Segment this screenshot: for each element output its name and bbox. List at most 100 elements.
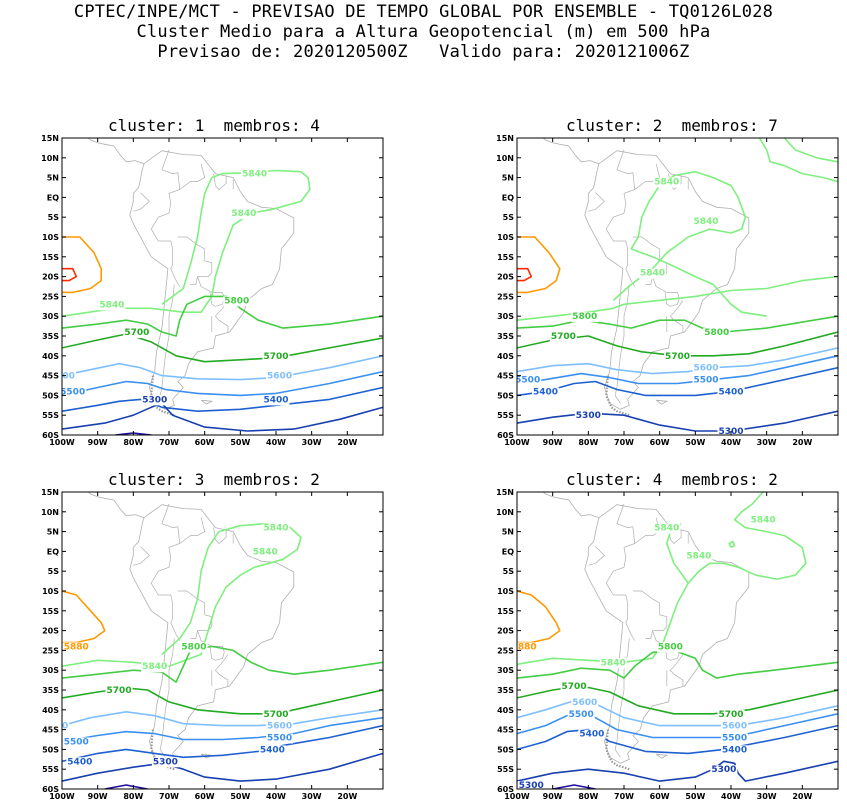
header: CPTEC/INPE/MCT - PREVISAO DE TEMPO GLOBA… <box>0 2 847 62</box>
lat-tick-label: 45S <box>42 372 59 381</box>
chile-fjords <box>605 729 630 771</box>
island-outline <box>176 124 185 125</box>
contour-line <box>62 333 383 363</box>
island-outline <box>655 753 669 759</box>
country-border <box>133 546 150 566</box>
country-border <box>625 622 635 641</box>
country-border <box>197 276 225 307</box>
country-border <box>588 192 605 212</box>
panel-title: cluster: 2 membros: 7 <box>566 116 778 135</box>
coastline-central-america <box>542 492 600 519</box>
lat-tick-label: 20S <box>497 273 514 282</box>
island-outline <box>631 478 640 479</box>
lon-tick-label: 40W <box>721 438 741 447</box>
coastline-central-america <box>576 492 578 493</box>
contour-label: 5800 <box>704 328 729 338</box>
lat-tick-label: 40S <box>497 352 514 361</box>
contour-label: 5800 <box>224 296 249 306</box>
contour-label: 5840 <box>253 547 278 557</box>
coastline-central-america <box>542 138 600 165</box>
lat-tick-label: 10S <box>497 587 514 596</box>
contour-label: 5840 <box>751 516 776 526</box>
lon-tick-label: 80W <box>578 792 598 801</box>
contour-map: 5840 5840 5840 5800 5800 5700 5700 5600 5500 5500… <box>496 124 839 447</box>
lat-tick-label: 5S <box>503 567 515 576</box>
contour-label: 5300 <box>711 765 736 775</box>
lat-tick-label: 50S <box>497 391 514 400</box>
island-outline <box>655 399 669 405</box>
contour-label: 5840 <box>242 170 267 180</box>
lat-tick-label: 5N <box>47 174 59 183</box>
contour-label: 5500 <box>694 376 719 386</box>
country-border <box>213 527 227 544</box>
contour-label: 5840 <box>601 658 626 668</box>
lat-tick-label: 60S <box>497 431 514 440</box>
lon-tick-label: 90W <box>88 438 108 447</box>
country-border <box>170 268 180 287</box>
country-border <box>605 149 636 269</box>
country-border <box>669 654 684 686</box>
country-border <box>214 654 229 686</box>
lat-tick-label: 60S <box>42 785 59 794</box>
lat-tick-label: 15S <box>42 607 59 616</box>
contour-line <box>517 267 533 282</box>
contour-line <box>517 366 838 397</box>
contour-map: 5840 5840 5840 5800 5700 5700 600 5600 5500 5400 5… <box>41 124 384 447</box>
lat-tick-label: 40S <box>497 706 514 715</box>
lat-tick-label: 10N <box>41 154 59 163</box>
contour-label: 5300 <box>576 411 601 421</box>
contour-line <box>161 177 213 305</box>
lat-tick-label: 55S <box>42 411 59 420</box>
chile-fjords <box>605 375 630 417</box>
contour-label: 5600 <box>722 722 747 732</box>
country-border <box>625 268 635 287</box>
lon-tick-label: 80W <box>123 438 143 447</box>
country-border <box>133 192 150 212</box>
contour-line <box>62 402 383 432</box>
contour-label: 5500 <box>722 734 747 744</box>
lon-tick-label: 20W <box>337 438 357 447</box>
lon-tick-label: 70W <box>159 438 179 447</box>
contour-line <box>612 170 747 301</box>
contour-label: 5400 <box>67 757 92 767</box>
lat-tick-label: 35S <box>497 686 514 695</box>
lat-tick-label: 50S <box>42 745 59 754</box>
chile-fjords <box>150 729 175 771</box>
country-border <box>213 173 227 190</box>
contour-line <box>62 236 102 294</box>
lat-tick-label: 50S <box>497 745 514 754</box>
contour-label: 5500 <box>60 387 85 397</box>
contour-label: 5800 <box>181 642 206 652</box>
contour-line <box>517 649 838 679</box>
lon-tick-label: 40W <box>721 792 741 801</box>
lon-tick-label: 100W <box>504 438 530 447</box>
contour-line <box>62 752 383 782</box>
lat-tick-label: EQ <box>502 193 514 202</box>
panel-title: cluster: 1 membros: 4 <box>108 116 320 135</box>
country-border <box>179 517 206 544</box>
lat-tick-label: 60S <box>497 785 514 794</box>
lon-tick-label: 60W <box>650 792 670 801</box>
lat-tick-label: 45S <box>497 372 514 381</box>
lat-tick-label: 25S <box>42 646 59 655</box>
lat-tick-label: 30S <box>42 312 59 321</box>
contour-label: 5800 <box>658 642 683 652</box>
contour-line <box>62 709 383 727</box>
lat-tick-label: 55S <box>42 765 59 774</box>
country-border <box>177 236 213 285</box>
contour-label: 600 <box>56 372 75 382</box>
coastline-central-america <box>121 492 123 493</box>
lon-tick-label: 70W <box>159 792 179 801</box>
island-outline <box>631 124 640 125</box>
lon-tick-label: 20W <box>337 792 357 801</box>
contour-line <box>62 267 78 282</box>
map-panel-cluster-2: cluster: 2 membros: 7 5840 5840 5840 5800 58… <box>455 116 847 449</box>
contour-line <box>728 540 736 549</box>
lat-tick-label: 35S <box>497 332 514 341</box>
lat-tick-label: 55S <box>497 765 514 774</box>
map-frame <box>61 491 384 790</box>
contour-label: 5700 <box>551 332 576 342</box>
lat-tick-label: EQ <box>47 547 59 556</box>
contour-label: 5600 <box>572 698 597 708</box>
lat-tick-label: 45S <box>497 726 514 735</box>
